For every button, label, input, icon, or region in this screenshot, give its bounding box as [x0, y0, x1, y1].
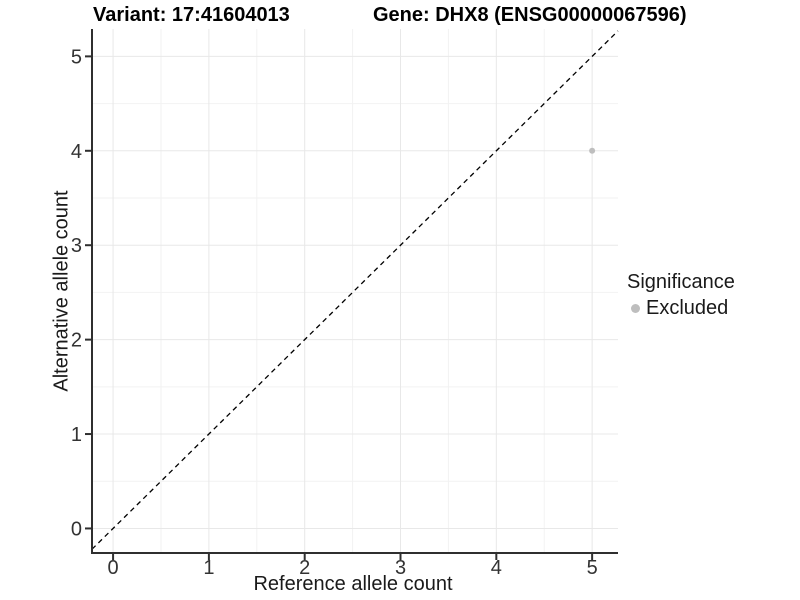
x-tick-label: 2 [299, 557, 310, 579]
x-tick-label: 4 [491, 557, 502, 579]
x-axis-title: Reference allele count [253, 573, 453, 595]
y-tick-label: 4 [71, 141, 82, 163]
legend-title: Significance [627, 271, 735, 293]
plot-title-gene: Gene: DHX8 (ENSG00000067596) [373, 4, 687, 26]
y-axis-title: Alternative allele count [50, 190, 73, 392]
y-tick-label: 3 [71, 235, 82, 257]
y-tick-label: 0 [71, 518, 82, 540]
legend-item-label: Excluded [646, 297, 729, 319]
y-tick-label: 2 [71, 330, 82, 352]
y-tick-label: 1 [71, 424, 82, 446]
legend-item-excluded: Excluded [631, 297, 735, 320]
data-point [589, 147, 596, 154]
identity-dashed-line [91, 30, 619, 550]
x-tick-label: 3 [395, 557, 406, 579]
excluded-point-swatch [631, 304, 640, 313]
plot-title-variant: Variant: 17:41604013 [93, 4, 290, 26]
x-tick-label: 0 [108, 557, 119, 579]
x-tick-label: 1 [203, 557, 214, 579]
legend: Significance Excluded [627, 271, 735, 320]
x-tick-label: 5 [587, 557, 598, 579]
y-tick-label: 5 [71, 46, 82, 68]
